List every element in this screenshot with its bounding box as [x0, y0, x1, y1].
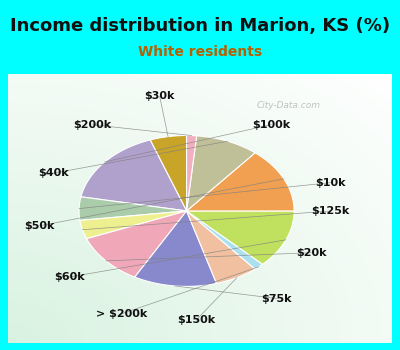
Text: Income distribution in Marion, KS (%): Income distribution in Marion, KS (%): [10, 16, 390, 35]
Text: $100k: $100k: [252, 120, 290, 130]
Polygon shape: [80, 211, 186, 239]
Polygon shape: [186, 136, 255, 211]
Text: $40k: $40k: [38, 168, 69, 178]
Text: $200k: $200k: [74, 120, 112, 130]
Text: White residents: White residents: [138, 45, 262, 59]
Polygon shape: [86, 211, 186, 277]
Polygon shape: [135, 211, 216, 286]
Polygon shape: [186, 153, 294, 211]
Text: City-Data.com: City-Data.com: [256, 102, 320, 110]
Text: $50k: $50k: [25, 221, 55, 231]
Text: $60k: $60k: [54, 272, 85, 282]
Text: $75k: $75k: [262, 294, 292, 303]
Text: $10k: $10k: [315, 178, 346, 188]
Polygon shape: [79, 197, 186, 220]
Polygon shape: [81, 140, 186, 211]
Polygon shape: [186, 211, 255, 284]
Polygon shape: [186, 211, 262, 269]
Polygon shape: [150, 135, 186, 211]
Text: $20k: $20k: [296, 248, 327, 258]
Text: $30k: $30k: [144, 91, 175, 102]
Text: $150k: $150k: [177, 315, 215, 325]
Polygon shape: [186, 211, 294, 264]
Polygon shape: [186, 135, 197, 211]
Text: > $200k: > $200k: [96, 309, 147, 319]
Text: $125k: $125k: [312, 206, 350, 216]
